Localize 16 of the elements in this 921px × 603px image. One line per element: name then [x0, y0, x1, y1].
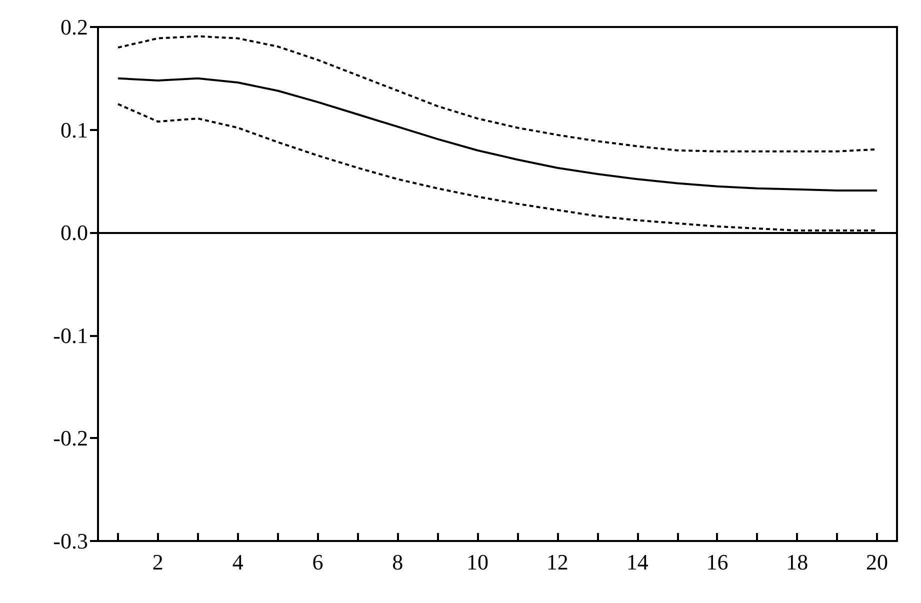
x-tick-label: 20	[866, 550, 888, 574]
y-tick-label: -0.1	[53, 322, 88, 348]
y-tick-label: 0.2	[60, 14, 88, 40]
y-tick-label: -0.2	[53, 426, 88, 451]
x-tick-label: 4	[232, 550, 244, 574]
y-tick-label: -0.3	[53, 528, 88, 554]
x-tick-label: 18	[786, 550, 808, 574]
x-tick-label: 16	[706, 550, 728, 574]
x-tick-label: 2	[152, 550, 164, 574]
x-tick-label: 14	[626, 550, 648, 574]
x-tick-label: 6	[312, 550, 324, 574]
y-tick-label: 0.0	[60, 220, 88, 246]
y-tick-label: 0.1	[60, 117, 88, 142]
x-tick-label: 10	[466, 550, 489, 574]
x-tick-label: 8	[392, 550, 404, 574]
x-tick-label: 12	[546, 550, 568, 574]
